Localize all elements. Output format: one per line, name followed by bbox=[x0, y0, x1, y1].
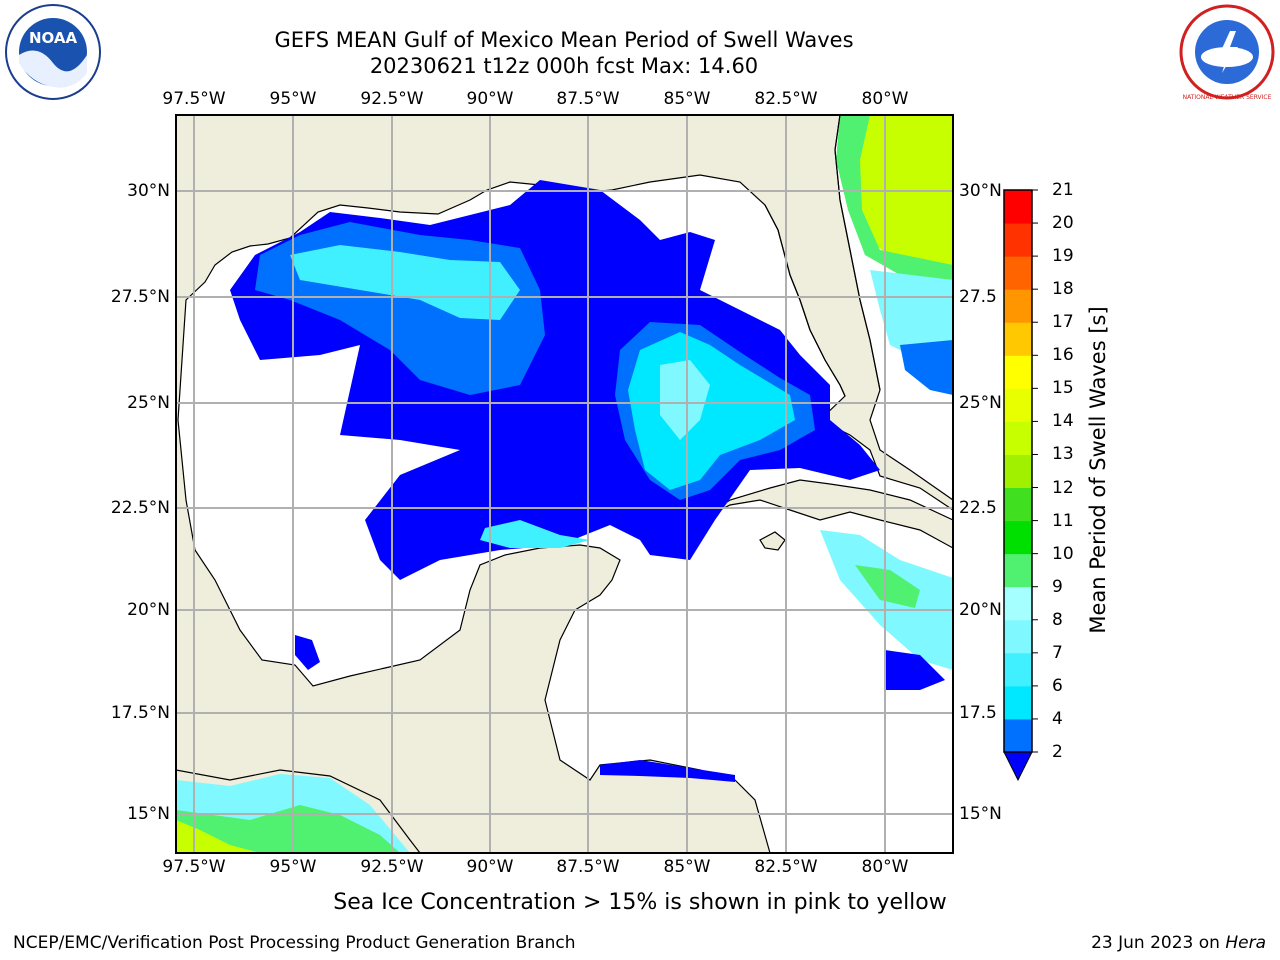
lat-label-right: 30°N bbox=[959, 181, 1002, 201]
lon-label-bottom: 82.5°W bbox=[754, 857, 818, 877]
lon-label-top: 80°W bbox=[861, 89, 909, 109]
chart-title: GEFS MEAN Gulf of Mexico Mean Period of … bbox=[274, 28, 854, 52]
lat-label-left: 20°N bbox=[127, 600, 170, 620]
swell-zone-campeche bbox=[295, 635, 320, 670]
colorbar-label: Mean Period of Swell Waves [s] bbox=[1086, 306, 1110, 634]
lat-label-right: 15°N bbox=[959, 804, 1002, 824]
lon-label-top: 85°W bbox=[663, 89, 711, 109]
colorbar bbox=[1003, 189, 1038, 782]
colorbar-segment bbox=[1004, 553, 1032, 588]
swell-zone-yucatan bbox=[480, 520, 590, 548]
swell-zone-cyan-west bbox=[290, 245, 520, 320]
sea-ice-note: Sea Ice Concentration > 15% is shown in … bbox=[333, 890, 947, 915]
footer-date: 23 Jun 2023 on Hera bbox=[1091, 933, 1266, 953]
colorbar-segment bbox=[1004, 421, 1032, 455]
colorbar-tick-label: 11 bbox=[1052, 510, 1074, 531]
colorbar-tick-label: 17 bbox=[1052, 312, 1074, 333]
colorbar-segment bbox=[1004, 190, 1032, 224]
lat-label-left: 15°N bbox=[127, 804, 170, 824]
colorbar-tick-label: 16 bbox=[1052, 345, 1074, 366]
colorbar-tick-label: 12 bbox=[1052, 477, 1074, 498]
colorbar-segment bbox=[1004, 652, 1032, 687]
colorbar-segment bbox=[1004, 520, 1032, 555]
swell-zone-caribbean-green bbox=[855, 565, 920, 608]
colorbar-segment bbox=[1004, 619, 1032, 654]
lat-label-right: 17.5 bbox=[959, 703, 997, 723]
colorbar-tick-label: 8 bbox=[1052, 609, 1063, 630]
swell-zone-pacific-green bbox=[176, 805, 400, 853]
colorbar-tick-label: 10 bbox=[1052, 543, 1074, 564]
lat-label-left: 17.5°N bbox=[110, 703, 170, 723]
lat-label-left: 25°N bbox=[127, 393, 170, 413]
nws-logo-text: NATIONAL WEATHER SERVICE bbox=[1183, 94, 1272, 101]
lon-label-top: 92.5°W bbox=[360, 89, 424, 109]
colorbar-tick-label: 9 bbox=[1052, 576, 1063, 597]
lat-label-left: 30°N bbox=[127, 181, 170, 201]
swell-zone-honduras bbox=[600, 760, 735, 782]
isle-of-youth bbox=[759, 531, 786, 551]
colorbar-tick-label: 15 bbox=[1052, 378, 1074, 399]
lon-label-bottom: 90°W bbox=[466, 857, 514, 877]
lat-label-right: 20°N bbox=[959, 600, 1002, 620]
lat-label-right: 27.5 bbox=[959, 287, 997, 307]
footer-host: Hera bbox=[1225, 933, 1266, 953]
colorbar-tick-label: 14 bbox=[1052, 411, 1074, 432]
colorbar-segment bbox=[1004, 718, 1032, 753]
lon-label-top: 95°W bbox=[269, 89, 317, 109]
colorbar-segment bbox=[1004, 223, 1032, 257]
footer-credit: NCEP/EMC/Verification Post Processing Pr… bbox=[13, 933, 576, 953]
lat-label-left: 27.5°N bbox=[110, 287, 170, 307]
colorbar-tick-label: 6 bbox=[1052, 675, 1063, 696]
colorbar-segment bbox=[1004, 454, 1032, 489]
lat-label-left: 22.5°N bbox=[110, 498, 170, 518]
swell-zone-atlantic-cyan bbox=[870, 270, 953, 360]
lon-label-bottom: 85°W bbox=[663, 857, 711, 877]
map-frame bbox=[175, 114, 954, 854]
lon-label-bottom: 97.5°W bbox=[162, 857, 226, 877]
colorbar-segment bbox=[1004, 388, 1032, 422]
swell-zone-atlantic-blue bbox=[900, 340, 953, 395]
swell-zone-caribbean-low bbox=[885, 650, 945, 690]
lon-label-top: 87.5°W bbox=[556, 89, 620, 109]
colorbar-tick-label: 20 bbox=[1052, 213, 1074, 234]
colorbar-tick-label: 18 bbox=[1052, 279, 1074, 300]
lat-label-right: 25°N bbox=[959, 393, 1002, 413]
graticule bbox=[176, 115, 953, 853]
cuba bbox=[699, 479, 953, 549]
chart-subtitle: 20230621 t12z 000h fcst Max: 14.60 bbox=[369, 54, 759, 78]
colorbar-segment bbox=[1004, 586, 1032, 621]
nws-logo: NATIONAL WEATHER SERVICE bbox=[1179, 4, 1275, 101]
colorbar-segment bbox=[1004, 685, 1032, 720]
colorbar-tick-label: 7 bbox=[1052, 642, 1063, 663]
lon-label-top: 97.5°W bbox=[162, 89, 226, 109]
lon-label-bottom: 87.5°W bbox=[556, 857, 620, 877]
colorbar-segment bbox=[1004, 355, 1032, 389]
swell-zone-light bbox=[660, 360, 710, 440]
colorbar-segment bbox=[1004, 322, 1032, 356]
lon-label-top: 90°W bbox=[466, 89, 514, 109]
colorbar-tick-label: 13 bbox=[1052, 444, 1074, 465]
lon-label-bottom: 92.5°W bbox=[360, 857, 424, 877]
colorbar-tick-label: 21 bbox=[1052, 180, 1074, 200]
swell-zone-atlantic-green bbox=[836, 115, 953, 280]
colorbar-tick-label: 19 bbox=[1052, 246, 1074, 267]
colorbar-segment bbox=[1004, 487, 1032, 522]
footer-date-text: 23 Jun 2023 on bbox=[1091, 933, 1226, 953]
colorbar-segment bbox=[1004, 289, 1032, 323]
florida-coast bbox=[764, 115, 881, 397]
noaa-logo-text: NOAA bbox=[29, 29, 78, 47]
lat-label-right: 22.5 bbox=[959, 498, 997, 518]
lon-label-top: 82.5°W bbox=[754, 89, 818, 109]
colorbar-tick-label: 4 bbox=[1052, 708, 1063, 729]
lon-label-bottom: 80°W bbox=[861, 857, 909, 877]
lon-label-bottom: 95°W bbox=[269, 857, 317, 877]
colorbar-tick-label: 2 bbox=[1052, 742, 1063, 762]
colorbar-segment bbox=[1004, 256, 1032, 290]
noaa-logo: NOAA bbox=[5, 4, 101, 100]
swell-zone-pacific-yellow bbox=[176, 820, 260, 853]
colorbar-frame bbox=[1003, 189, 1033, 753]
colorbar-extend-triangle bbox=[1003, 751, 1033, 782]
